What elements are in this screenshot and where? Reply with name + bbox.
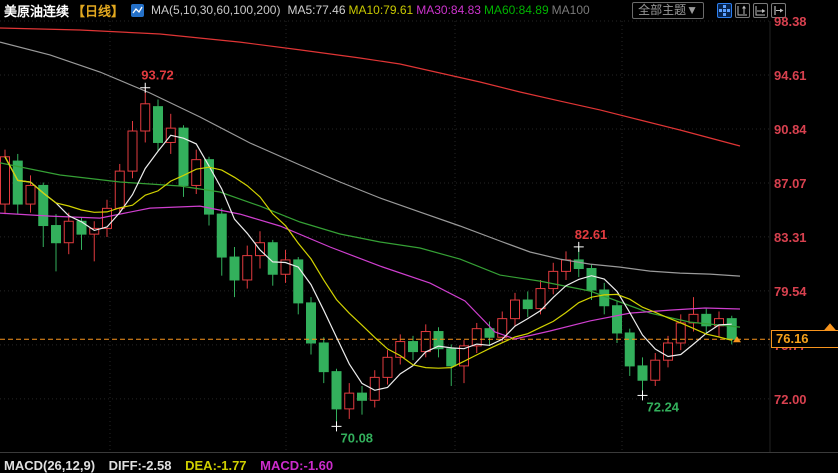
axis-label: 72.00 xyxy=(774,391,807,407)
panel-divider xyxy=(0,452,838,453)
move-grid-icon[interactable] xyxy=(717,2,732,18)
macd-value: MACD:-1.60 xyxy=(260,458,334,473)
axis-label: 79.54 xyxy=(774,283,807,299)
ma-value-label: MA5:77.46 xyxy=(287,3,346,17)
pan-right-icon[interactable] xyxy=(771,2,786,18)
extreme-price-label: 70.08 xyxy=(341,430,374,445)
macd-settings-label: MACD(26,12,9) xyxy=(4,458,96,473)
macd-indicator-row: MACD(26,12,9) DIFF:-2.58 DEA:-1.77 MACD:… xyxy=(4,458,343,473)
scale-up-icon[interactable] xyxy=(735,2,750,18)
mini-chart-icon[interactable] xyxy=(131,3,145,17)
ma-settings-label: MA(5,10,30,60,100,200) xyxy=(151,3,281,17)
ma-values: MA5:77.46 MA10:79.61 MA30:84.83 MA60:84.89 M… xyxy=(287,3,592,17)
extreme-price-label: 82.61 xyxy=(575,227,608,242)
axis-label: 94.61 xyxy=(774,67,807,83)
instrument-title: 美原油连续 xyxy=(4,3,70,19)
ma-value-label: MA60:84.89 xyxy=(483,3,549,17)
axis-label: 87.07 xyxy=(774,175,807,191)
scale-right-icon[interactable] xyxy=(753,2,768,18)
axis-label: 98.38 xyxy=(774,14,807,29)
current-price-box: 76.16 xyxy=(771,330,838,349)
ma-value-label: MA100 xyxy=(551,3,590,17)
chart-header: 美原油连续 【日线】 MA(5,10,30,60,100,200) MA5:77… xyxy=(0,0,838,20)
axis-label: 90.84 xyxy=(774,121,807,137)
extreme-price-label: 93.72 xyxy=(141,68,174,83)
macd-dea-value: DEA:-1.77 xyxy=(185,458,247,473)
macd-diff-value: DIFF:-2.58 xyxy=(108,458,172,473)
extreme-price-label: 72.24 xyxy=(647,399,680,414)
ma-value-label: MA10:79.61 xyxy=(348,3,414,17)
ma-value-label: MA30:84.83 xyxy=(416,3,481,17)
theme-selector-button[interactable]: 全部主题▼ xyxy=(632,1,704,19)
period-label: 【日线】 xyxy=(72,3,125,19)
axis-label: 83.31 xyxy=(774,229,807,245)
chart-toolbar xyxy=(717,2,786,18)
